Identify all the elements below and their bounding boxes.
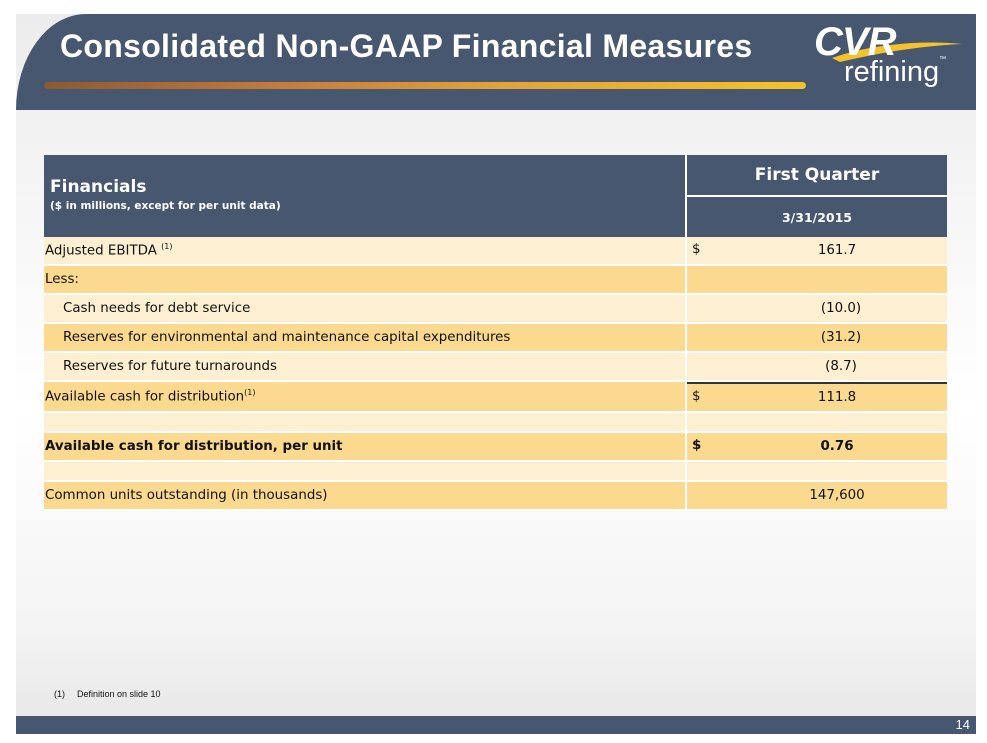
row-value: (10.0) — [820, 301, 862, 316]
cvr-refining-logo: CVR refining™ — [812, 20, 972, 102]
header-title: Financials — [50, 177, 147, 197]
title-underline — [44, 82, 806, 89]
spacer-row — [44, 462, 947, 482]
row-label: Less: — [45, 272, 79, 287]
table-row: Cash needs for debt service (10.0) — [44, 295, 947, 324]
row-value: 161.7 — [817, 243, 857, 258]
page-number: 14 — [955, 717, 970, 732]
row-label: Available cash for distribution, per uni… — [45, 439, 343, 454]
row-label: Common units outstanding (in thousands) — [45, 488, 328, 503]
footnote: (1) Definition on slide 10 — [54, 689, 161, 699]
slide-footer: 14 — [16, 716, 976, 734]
table-row: Available cash for distribution, per uni… — [44, 433, 947, 462]
row-label: Adjusted EBITDA — [45, 243, 157, 259]
footnote-marker: (1) — [54, 689, 65, 699]
row-value: 147,600 — [809, 488, 865, 503]
row-value: 111.8 — [817, 390, 857, 405]
row-value: 0.76 — [820, 439, 854, 454]
period-header: First Quarter — [687, 155, 947, 197]
spacer-row — [44, 413, 947, 433]
date-header: 3/31/2015 — [687, 197, 947, 237]
logo-swoosh-icon — [832, 42, 962, 62]
slide-header — [16, 14, 976, 110]
header-subtitle: ($ in millions, except for per unit data… — [50, 200, 281, 212]
row-label: Reserves for environmental and maintenan… — [63, 330, 511, 345]
row-label: Reserves for future turnarounds — [63, 359, 277, 374]
page-title: Consolidated Non-GAAP Financial Measures — [60, 28, 753, 64]
currency-symbol: $ — [692, 438, 702, 453]
row-label: Cash needs for debt service — [63, 301, 251, 316]
logo-sub: refining™ — [844, 56, 947, 88]
table-header-label: Financials ($ in millions, except for pe… — [44, 155, 687, 237]
currency-symbol: $ — [692, 389, 701, 404]
table-row: Common units outstanding (in thousands) … — [44, 482, 947, 511]
financials-table: Financials ($ in millions, except for pe… — [44, 155, 947, 511]
logo-brand: CVR — [814, 20, 896, 64]
row-value: (8.7) — [825, 359, 857, 374]
table-row: Adjusted EBITDA (1) $161.7 — [44, 237, 947, 266]
row-label: Available cash for distribution — [45, 389, 245, 405]
footnote-text: Definition on slide 10 — [77, 689, 161, 699]
table-row: Reserves for future turnarounds (8.7) — [44, 353, 947, 382]
currency-symbol: $ — [692, 242, 701, 257]
table-row: Less: — [44, 266, 947, 295]
table-row: Available cash for distribution(1) $111.… — [44, 382, 947, 413]
row-value: (31.2) — [820, 330, 862, 345]
table-row: Reserves for environmental and maintenan… — [44, 324, 947, 353]
